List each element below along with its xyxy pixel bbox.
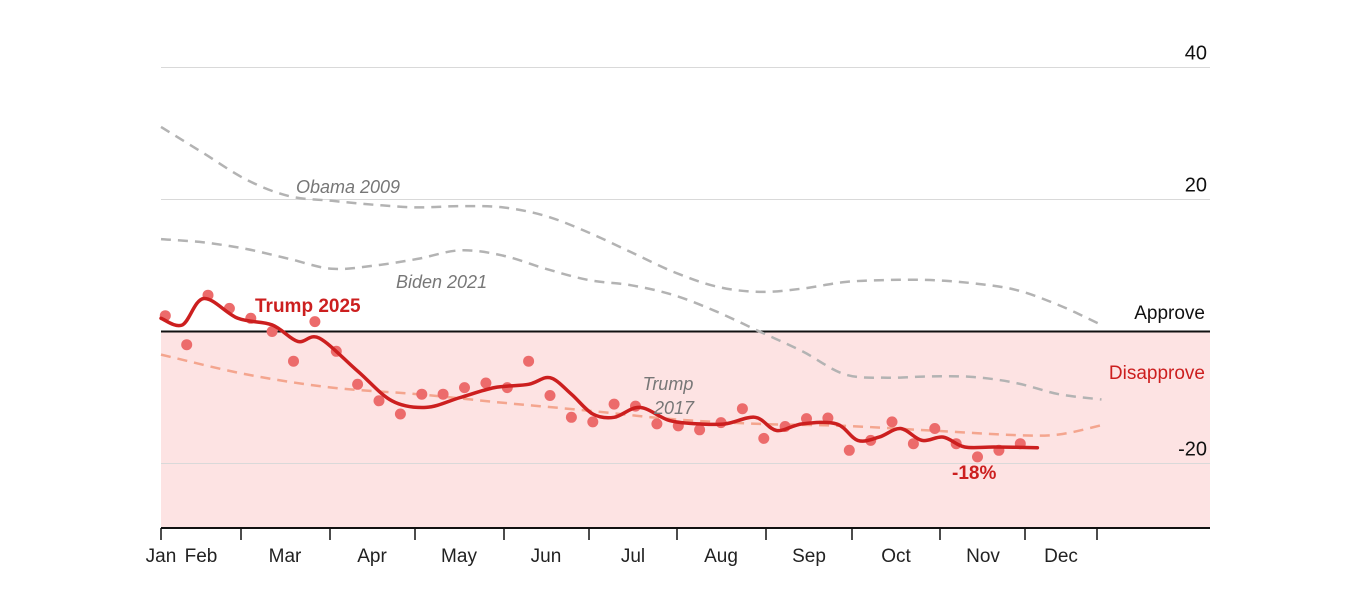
x-tick-label-may: May	[441, 546, 477, 567]
x-tick-label-aug: Aug	[704, 546, 738, 567]
poll-dot	[459, 382, 470, 394]
x-tick-label-mar: Mar	[269, 546, 302, 567]
x-tick-label-sep: Sep	[792, 546, 826, 567]
x-tick-label-nov: Nov	[966, 546, 1000, 567]
trump-2017-label-line2: 2017	[653, 398, 695, 418]
poll-dot	[929, 423, 941, 434]
x-tick-label-apr: Apr	[357, 546, 387, 567]
poll-dot	[523, 355, 535, 367]
poll-dot	[352, 378, 364, 390]
poll-dot	[373, 395, 385, 407]
poll-dot	[651, 418, 663, 430]
poll-dot	[972, 451, 983, 463]
x-tick-label-jun: Jun	[531, 546, 562, 567]
obama-2009-line	[160, 125, 1103, 327]
poll-dot	[801, 413, 812, 425]
poll-dot	[181, 339, 193, 351]
trump-2025-end-value: -18%	[952, 463, 996, 484]
gridlines	[161, 67, 1210, 464]
y-tick-label-40: 40	[1185, 43, 1207, 65]
x-axis: Jan Feb Mar Apr May Jun Jul Aug Sep Oct Nov Dec	[146, 527, 1210, 567]
trump-2025-label: Trump 2025	[255, 296, 361, 317]
poll-dot	[587, 416, 599, 428]
poll-dot	[565, 411, 577, 423]
poll-dot	[758, 432, 770, 444]
poll-dot	[416, 388, 428, 400]
poll-dots	[159, 289, 1040, 463]
trump-2017-line	[160, 353, 1102, 437]
chart-labels: Obama 2009 Biden 2021 Trump 2017 Trump 2…	[255, 177, 1205, 484]
poll-dot	[886, 416, 898, 428]
disapprove-zone-shading	[161, 331, 1210, 528]
biden-2021-line	[160, 237, 1102, 401]
poll-dot	[907, 438, 919, 450]
poll-dot	[266, 326, 278, 337]
poll-dot	[437, 388, 449, 400]
x-tick-label-oct: Oct	[881, 546, 911, 567]
obama-2009-label: Obama 2009	[296, 177, 400, 197]
trump-2017-label-line1: Trump	[643, 374, 694, 394]
poll-dot	[736, 403, 748, 415]
poll-dot	[480, 377, 492, 389]
y-tick-label--20: -20	[1178, 439, 1207, 461]
x-tick-label-jan: Jan	[146, 546, 177, 567]
poll-dot	[394, 408, 406, 420]
approve-zone-label: Approve	[1134, 303, 1205, 324]
poll-dot	[544, 390, 556, 401]
poll-dot	[822, 412, 834, 424]
disapprove-zone-label: Disapprove	[1109, 363, 1205, 384]
poll-dot	[608, 398, 620, 410]
x-tick-label-feb: Feb	[185, 546, 218, 567]
poll-dot	[309, 316, 321, 328]
y-tick-label-20: 20	[1185, 175, 1207, 197]
biden-2021-label: Biden 2021	[396, 272, 487, 292]
x-tick-label-dec: Dec	[1044, 546, 1078, 567]
y-axis-ticks: 40 20 -20	[1178, 43, 1207, 461]
series-group	[160, 125, 1103, 437]
poll-dot	[694, 424, 706, 436]
trump-2025-line	[159, 296, 1040, 450]
poll-dot	[288, 355, 299, 367]
poll-dot	[843, 444, 855, 456]
x-tick-label-jul: Jul	[621, 546, 645, 567]
